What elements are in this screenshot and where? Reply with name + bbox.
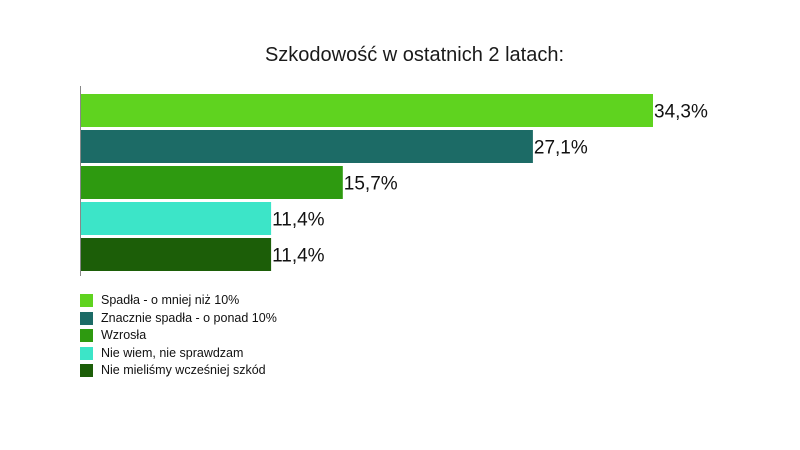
legend-label-3: Wzrosła <box>101 328 147 342</box>
legend-label-1: Spadła - o mniej niż 10% <box>101 293 240 307</box>
legend-swatch-1 <box>80 294 93 308</box>
legend-label-4: Nie wiem, nie sprawdzam <box>101 345 244 360</box>
legend-item-2: Znacznie spadła - o ponad 10% <box>80 310 277 328</box>
legend-swatch-3 <box>80 329 93 343</box>
bars-group: 34,3% 27,1% 15,7% 11,4% 11,4% <box>81 94 708 271</box>
legend-item-3: Wzrosła <box>80 327 277 345</box>
bar-4 <box>81 202 272 235</box>
bar-3 <box>81 166 343 199</box>
chart-title: Szkodowość w ostatnich 2 latach: <box>264 44 565 66</box>
bar-2 <box>81 130 533 163</box>
legend-swatch-4 <box>80 346 93 360</box>
legend: Spadła - o mniej niż 10% Znacznie spadła … <box>80 292 277 380</box>
legend-label-2: Znacznie spadła - o ponad 10% <box>101 310 277 325</box>
legend-swatch-2 <box>80 311 93 325</box>
legend-swatch-5 <box>80 364 93 378</box>
bar-5 <box>81 238 272 271</box>
legend-item-4: Nie wiem, nie sprawdzam <box>80 345 277 363</box>
bar-value-label-3: 15,7% <box>344 174 398 195</box>
bar-value-label-1: 34,3% <box>654 102 708 123</box>
legend-item-5: Nie mieliśmy wcześniej szkód <box>80 362 277 380</box>
bar-1 <box>81 94 653 127</box>
bar-value-label-2: 27,1% <box>534 138 588 159</box>
bar-value-label-4: 11,4% <box>272 210 325 231</box>
legend-label-5: Nie mieliśmy wcześniej szkód <box>101 363 266 377</box>
legend-item-1: Spadła - o mniej niż 10% <box>80 292 277 310</box>
bar-chart: 34,3% 27,1% 15,7% 11,4% 11,4% <box>80 86 708 276</box>
bar-value-label-5: 11,4% <box>272 246 325 267</box>
